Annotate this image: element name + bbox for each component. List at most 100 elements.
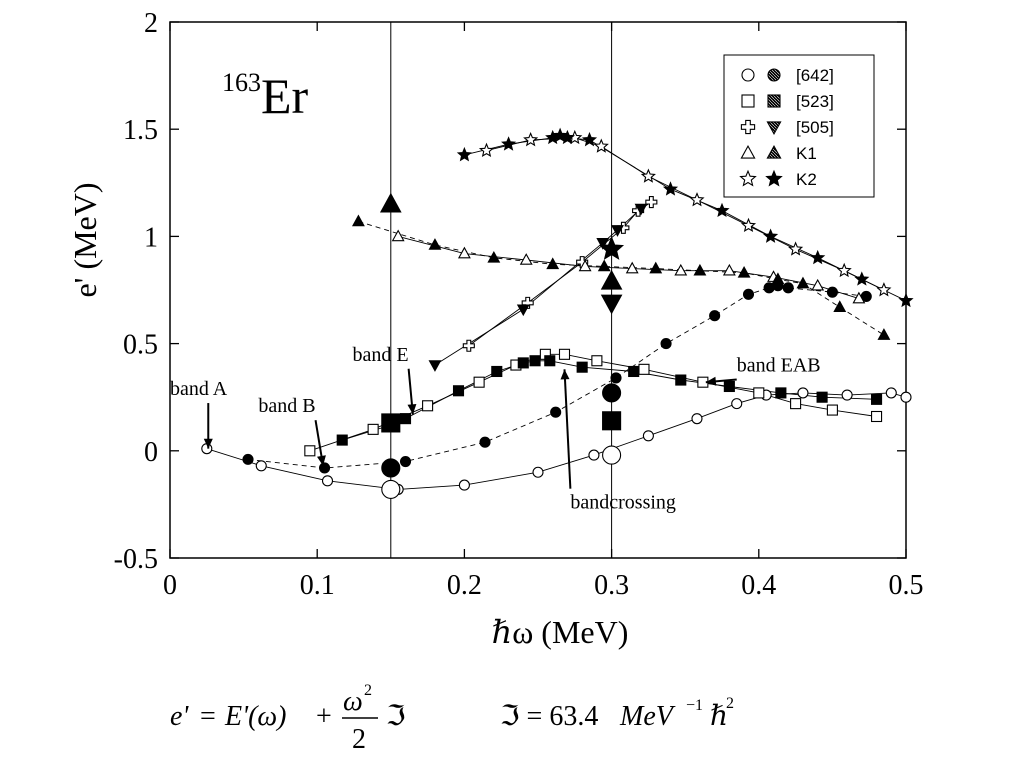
legend-marker-open (739, 169, 757, 187)
data-point-triangle-down-filled (516, 304, 530, 317)
annotation-arrow-shaft (563, 369, 572, 489)
data-point-star-filled (898, 292, 914, 308)
data-point-square-open (871, 410, 883, 423)
data-point-circle-open (588, 449, 600, 461)
data-point-square-open (304, 445, 316, 457)
data-point-star-open (689, 192, 705, 207)
legend-label: [505] (796, 118, 834, 137)
large-marker-triangle-up-filled (600, 269, 623, 290)
data-point-square-open (367, 423, 379, 435)
data-point-triangle-up-open (625, 261, 639, 274)
data-point-triangle-up-filled (771, 272, 785, 285)
data-point-star-open (640, 168, 656, 183)
data-point-triangle-down-filled (611, 225, 624, 237)
data-point-square-filled (452, 385, 465, 397)
data-point-square-open (422, 400, 434, 412)
annotation-arrow-head (560, 369, 570, 380)
formula-hbar: ℏ (710, 701, 728, 732)
data-point-circle-open (321, 475, 334, 487)
data-point-star-open (876, 282, 892, 297)
data-point-triangle-up-open (457, 246, 471, 259)
large-marker-circle-filled (602, 383, 622, 403)
formula-hbar-exponent: 2 (726, 695, 734, 712)
data-point-circle-filled (782, 282, 794, 294)
mass-number: 163 (222, 68, 261, 97)
data-point-triangle-up-filled (737, 265, 751, 278)
y-tick-label: 0.5 (123, 330, 158, 361)
data-point-square-open (790, 398, 802, 410)
annotation-arrow-head (317, 455, 326, 466)
formula: e' = E'(ω) + ω 2 2 ℑ ℑ = 63.4 MeV −1 ℏ 2 (170, 682, 734, 755)
data-point-square-filled (544, 355, 556, 367)
data-point-circle-open (900, 391, 912, 403)
data-point-star-filled (854, 271, 870, 286)
formula-omega-exponent: 2 (364, 682, 372, 699)
data-point-plus-open (521, 296, 534, 309)
annotation-label: band E (353, 344, 409, 366)
large-marker-circle-open (381, 479, 401, 499)
legend-marker-open (740, 119, 756, 135)
data-point-triangle-up-filled (487, 250, 501, 263)
formula-lhs: e' (170, 701, 189, 732)
formula-denominator: 2 (352, 724, 366, 755)
data-point-circle-filled (399, 455, 412, 468)
legend-marker-open (741, 94, 755, 108)
data-point-star-filled (714, 202, 730, 218)
data-point-triangle-up-filled (597, 259, 611, 272)
data-point-star-filled (456, 146, 472, 162)
x-tick-label: 0.5 (889, 570, 924, 601)
data-point-star-open (788, 241, 804, 256)
data-point-triangle-up-open (391, 229, 405, 242)
data-point-square-filled (529, 355, 541, 367)
formula-plus: + (316, 701, 332, 732)
data-point-circle-open (642, 430, 654, 442)
data-point-square-filled (816, 391, 828, 403)
data-point-triangle-up-filled (546, 257, 560, 270)
data-point-square-filled (336, 434, 348, 446)
legend-label: K2 (796, 170, 817, 189)
annotation-label: band A (170, 378, 228, 400)
data-point-star-open (523, 131, 539, 147)
annotation-arrow-head (203, 438, 213, 449)
data-point-star-open (836, 262, 852, 278)
data-point-triangle-down-filled (634, 203, 648, 216)
formula-moi: ℑ (386, 701, 406, 732)
data-point-square-filled (723, 380, 735, 393)
bandcrossing-chart: 0 0.1 0.2 0.3 0.4 0.5-0.500.511.52 band Aband… (67, 8, 924, 650)
data-point-square-filled (399, 413, 412, 425)
data-point-triangle-up-filled (877, 328, 891, 340)
legend-marker-open (740, 144, 756, 159)
data-point-circle-open (731, 398, 743, 410)
formula-energy: E'(ω) (224, 701, 287, 732)
legend-marker-open (741, 68, 755, 82)
legend: [642] [523] [505] K1 K2 (723, 54, 875, 198)
formula-omega: ω (343, 686, 363, 717)
y-tick-label: -0.5 (114, 544, 158, 575)
data-point-triangle-up-open (722, 263, 736, 276)
data-point-star-open (478, 142, 495, 158)
large-marker-star-filled (599, 236, 625, 260)
axis-ticks: 0 0.1 0.2 0.3 0.4 0.5-0.500.511.52 (114, 8, 924, 601)
large-marker-circle-open (602, 445, 622, 465)
data-point-triangle-up-filled (428, 238, 442, 250)
data-point-circle-filled (242, 453, 254, 465)
data-point-triangle-up-open (852, 291, 866, 304)
legend-label: K1 (796, 144, 817, 163)
data-point-triangle-up-open (519, 253, 533, 265)
legend-marker-filled (767, 68, 781, 82)
formula-unit: MeV (619, 701, 676, 732)
data-point-triangle-up-filled (351, 214, 365, 227)
data-point-circle-open (885, 387, 897, 399)
data-point-circle-open (691, 413, 703, 425)
data-point-plus-open (645, 196, 658, 209)
legend-marker-filled (766, 144, 782, 159)
data-point-circle-filled (479, 436, 491, 448)
annotation-label: band EAB (737, 354, 821, 376)
legend-marker-filled (767, 94, 781, 108)
data-point-circle-open (458, 479, 470, 491)
data-point-star-filled (810, 249, 826, 265)
legend-marker-filled (765, 169, 783, 187)
formula-equals: = (200, 701, 216, 732)
data-point-square-filled (576, 361, 588, 373)
data-point-square-filled (517, 357, 529, 369)
